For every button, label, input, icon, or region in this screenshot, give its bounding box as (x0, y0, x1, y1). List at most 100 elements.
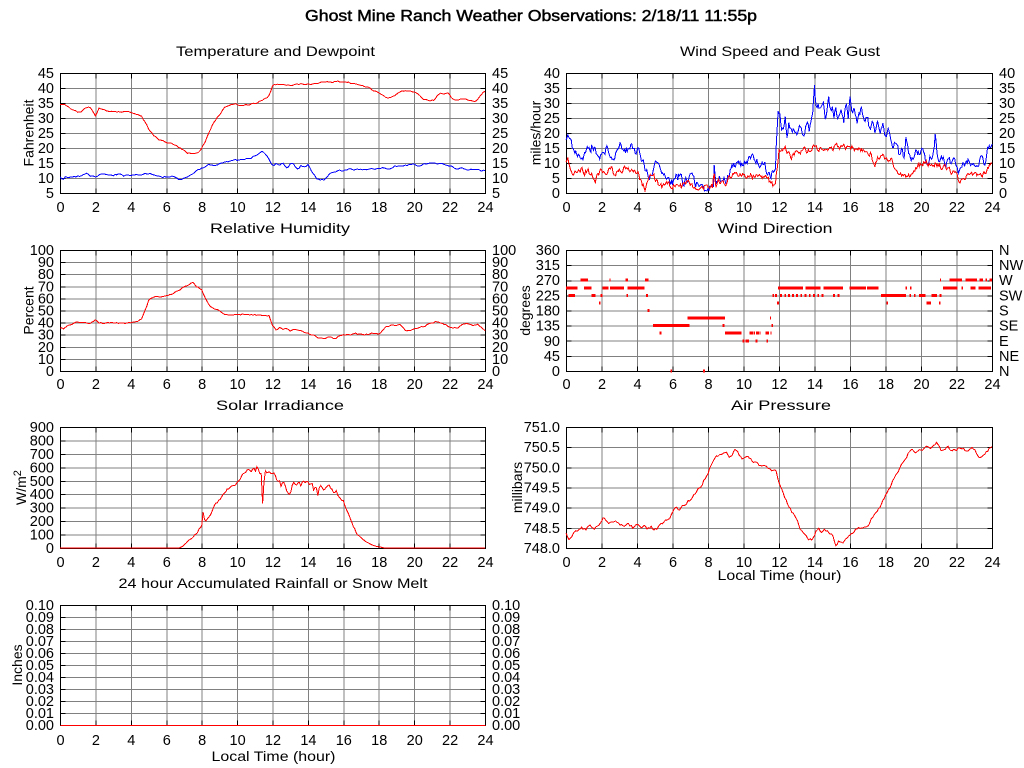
svg-text:Air Pressure: Air Pressure (731, 397, 831, 413)
svg-text:80: 80 (38, 267, 54, 283)
svg-text:12: 12 (265, 200, 281, 216)
svg-text:18: 18 (371, 377, 387, 393)
svg-text:0: 0 (56, 555, 64, 571)
svg-text:0.03: 0.03 (26, 682, 54, 698)
svg-text:12: 12 (771, 555, 787, 571)
svg-text:300: 300 (30, 501, 54, 517)
svg-text:NE: NE (999, 349, 1019, 365)
svg-text:10: 10 (492, 352, 508, 368)
svg-text:20: 20 (913, 377, 929, 393)
svg-text:12: 12 (771, 377, 787, 393)
svg-text:200: 200 (30, 514, 54, 530)
svg-text:24: 24 (477, 377, 493, 393)
svg-text:15: 15 (999, 141, 1015, 157)
svg-text:0.06: 0.06 (26, 646, 54, 662)
svg-text:800: 800 (30, 433, 54, 449)
svg-text:Ghost Mine Ranch Weather Obser: Ghost Mine Ranch Weather Observations: 2… (305, 8, 757, 25)
svg-text:20: 20 (407, 555, 423, 571)
svg-text:22: 22 (442, 733, 458, 749)
svg-text:16: 16 (336, 733, 352, 749)
svg-text:40: 40 (999, 66, 1015, 82)
svg-text:8: 8 (704, 555, 712, 571)
svg-text:0.08: 0.08 (492, 622, 520, 638)
svg-text:14: 14 (300, 733, 316, 749)
svg-text:0.04: 0.04 (492, 670, 520, 686)
svg-text:751.0: 751.0 (524, 420, 560, 436)
svg-text:Solar Irradiance: Solar Irradiance (216, 397, 344, 413)
svg-text:24: 24 (477, 733, 493, 749)
svg-text:18: 18 (878, 200, 894, 216)
svg-text:5: 5 (46, 186, 54, 202)
svg-text:0: 0 (999, 186, 1007, 202)
svg-text:360: 360 (536, 243, 560, 259)
svg-text:0.07: 0.07 (26, 634, 54, 650)
svg-text:N: N (999, 364, 1009, 380)
svg-text:0.00: 0.00 (492, 718, 520, 734)
svg-text:20: 20 (407, 200, 423, 216)
svg-text:50: 50 (492, 304, 508, 320)
svg-text:SW: SW (999, 288, 1023, 304)
svg-text:2: 2 (598, 377, 606, 393)
svg-text:24: 24 (984, 555, 1000, 571)
svg-text:20: 20 (407, 733, 423, 749)
svg-text:0: 0 (492, 364, 500, 380)
svg-text:0: 0 (56, 200, 64, 216)
svg-text:22: 22 (442, 555, 458, 571)
svg-text:45: 45 (492, 66, 508, 82)
svg-text:24: 24 (984, 200, 1000, 216)
svg-text:40: 40 (492, 81, 508, 97)
svg-text:25: 25 (492, 126, 508, 142)
svg-text:0.06: 0.06 (492, 646, 520, 662)
svg-text:20: 20 (492, 340, 508, 356)
svg-text:30: 30 (492, 111, 508, 127)
svg-text:12: 12 (265, 733, 281, 749)
svg-text:24: 24 (477, 555, 493, 571)
svg-text:0: 0 (46, 541, 54, 557)
svg-text:80: 80 (492, 267, 508, 283)
svg-text:0: 0 (562, 377, 570, 393)
svg-text:10: 10 (230, 377, 246, 393)
svg-text:315: 315 (536, 258, 560, 274)
svg-text:16: 16 (842, 200, 858, 216)
svg-text:45: 45 (38, 66, 54, 82)
svg-text:0.09: 0.09 (26, 610, 54, 626)
svg-text:16: 16 (842, 555, 858, 571)
svg-text:100: 100 (30, 528, 54, 544)
svg-text:12: 12 (265, 555, 281, 571)
svg-text:20: 20 (38, 340, 54, 356)
svg-text:749.0: 749.0 (524, 501, 560, 517)
svg-text:135: 135 (536, 319, 560, 335)
svg-text:25: 25 (544, 111, 560, 127)
svg-text:30: 30 (38, 328, 54, 344)
svg-text:Local Time (hour): Local Time (hour) (718, 567, 842, 583)
svg-text:18: 18 (371, 200, 387, 216)
svg-text:2: 2 (92, 377, 100, 393)
svg-text:Wind Direction: Wind Direction (718, 220, 833, 236)
svg-text:8: 8 (198, 555, 206, 571)
svg-text:90: 90 (38, 255, 54, 271)
svg-text:millibars: millibars (509, 462, 525, 513)
svg-text:40: 40 (38, 316, 54, 332)
svg-text:NW: NW (999, 258, 1023, 274)
svg-text:24 hour Accumulated Rainfall o: 24 hour Accumulated Rainfall or Snow Mel… (119, 575, 428, 591)
svg-text:35: 35 (544, 81, 560, 97)
svg-text:Temperature and Dewpoint: Temperature and Dewpoint (176, 43, 375, 59)
svg-text:10: 10 (38, 352, 54, 368)
svg-text:0.05: 0.05 (26, 658, 54, 674)
svg-text:14: 14 (807, 377, 823, 393)
svg-text:8: 8 (704, 377, 712, 393)
svg-text:W/m2: W/m2 (12, 470, 29, 505)
svg-text:90: 90 (544, 334, 560, 350)
svg-text:E: E (999, 334, 1009, 350)
svg-text:30: 30 (38, 111, 54, 127)
svg-text:10: 10 (736, 377, 752, 393)
svg-text:6: 6 (163, 200, 171, 216)
svg-text:4: 4 (127, 733, 135, 749)
svg-text:W: W (999, 273, 1013, 289)
svg-text:24: 24 (477, 200, 493, 216)
svg-text:22: 22 (949, 555, 965, 571)
svg-text:Local Time (hour): Local Time (hour) (212, 748, 336, 764)
svg-text:10: 10 (38, 171, 54, 187)
svg-text:6: 6 (669, 555, 677, 571)
svg-text:0.02: 0.02 (492, 694, 520, 710)
